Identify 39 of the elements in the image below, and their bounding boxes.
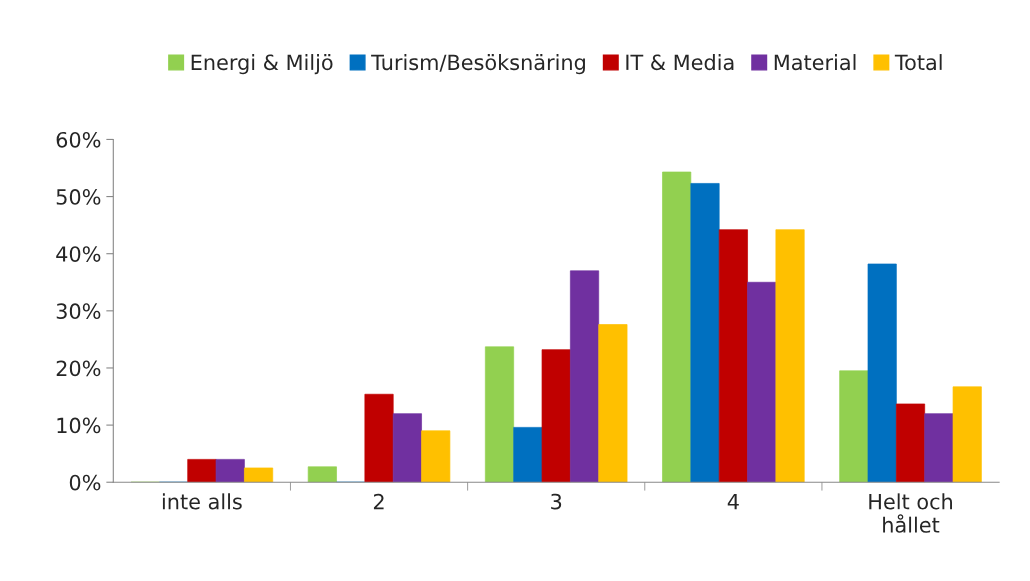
bar [244,467,274,483]
x-tick-label: 2 [373,493,384,510]
y-tick-label: 30% [56,303,101,320]
legend-label: Turism/Besöksnäring [371,54,585,75]
bar [541,349,571,483]
legend-label: Total [894,54,942,71]
bar [867,263,897,483]
bar [187,459,217,483]
x-tick-label: Helt och hållet [869,493,952,533]
bar [690,183,720,483]
bar [421,430,451,483]
x-tick-label: 3 [551,493,562,510]
y-tick-label: 50% [56,189,101,205]
bar [364,393,394,483]
legend-label: IT & Media [626,54,734,71]
bar [513,427,543,483]
bar [570,270,600,483]
legend-label: Energi & Miljö [191,54,333,75]
bar [896,403,926,483]
bar [215,459,245,483]
y-tick-label: 0% [69,474,101,491]
legend-label: Material [774,54,856,71]
bar [484,346,515,483]
bar [747,281,777,483]
y-tick-label: 60% [56,131,101,148]
x-tick-label: 4 [727,493,739,510]
y-tick-label: 20% [56,360,101,377]
bar [598,324,628,483]
bar [307,466,337,483]
bar [718,229,748,483]
bar [662,171,692,483]
bar [924,413,954,483]
y-tick-label: 10% [57,417,101,434]
bar [392,413,422,483]
y-tick-label: 40% [56,246,101,262]
bar [839,370,869,483]
bar [775,229,805,483]
bar [952,386,982,483]
x-tick-label: inte alls [162,493,242,510]
